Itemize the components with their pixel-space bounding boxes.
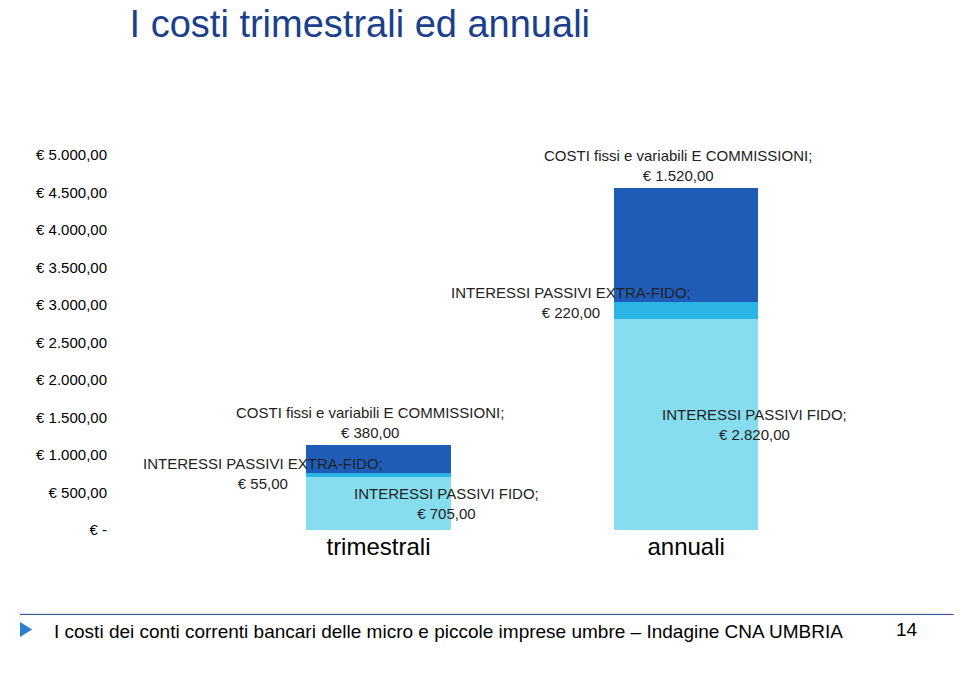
svg-text:€ 2.000,00: € 2.000,00 [36, 371, 107, 388]
svg-text:INTERESSI PASSIVI EXTRA-FIDO;€: INTERESSI PASSIVI EXTRA-FIDO;€ 55,00 [143, 455, 383, 492]
svg-text:€ -: € - [89, 521, 107, 538]
svg-text:14: 14 [896, 619, 918, 640]
svg-text:€ 5.000,00: € 5.000,00 [36, 146, 107, 163]
svg-text:€ 500,00: € 500,00 [49, 484, 107, 501]
svg-text:I costi trimestrali ed annuali: I costi trimestrali ed annuali [130, 3, 590, 45]
svg-text:€ 3.500,00: € 3.500,00 [36, 259, 107, 276]
svg-text:trimestrali: trimestrali [326, 533, 430, 560]
svg-text:INTERESSI PASSIVI EXTRA-FIDO;€: INTERESSI PASSIVI EXTRA-FIDO;€ 220,00 [451, 284, 691, 321]
svg-text:€ 1.000,00: € 1.000,00 [36, 446, 107, 463]
svg-text:€ 2.500,00: € 2.500,00 [36, 334, 107, 351]
svg-text:I costi dei conti correnti ban: I costi dei conti correnti bancari delle… [54, 621, 843, 642]
svg-text:€ 1.500,00: € 1.500,00 [36, 409, 107, 426]
svg-text:INTERESSI PASSIVI FIDO;€ 705,0: INTERESSI PASSIVI FIDO;€ 705,00 [354, 485, 539, 522]
svg-text:annuali: annuali [647, 533, 724, 560]
svg-text:COSTI fissi e variabili E COMM: COSTI fissi e variabili E COMMISSIONI;€ … [236, 404, 504, 441]
svg-text:€ 4.500,00: € 4.500,00 [36, 184, 107, 201]
svg-text:€ 3.000,00: € 3.000,00 [36, 296, 107, 313]
svg-text:INTERESSI PASSIVI FIDO;€ 2.820: INTERESSI PASSIVI FIDO;€ 2.820,00 [662, 406, 847, 443]
svg-text:COSTI fissi e variabili E COMM: COSTI fissi e variabili E COMMISSIONI;€ … [544, 147, 812, 184]
svg-text:€ 4.000,00: € 4.000,00 [36, 221, 107, 238]
